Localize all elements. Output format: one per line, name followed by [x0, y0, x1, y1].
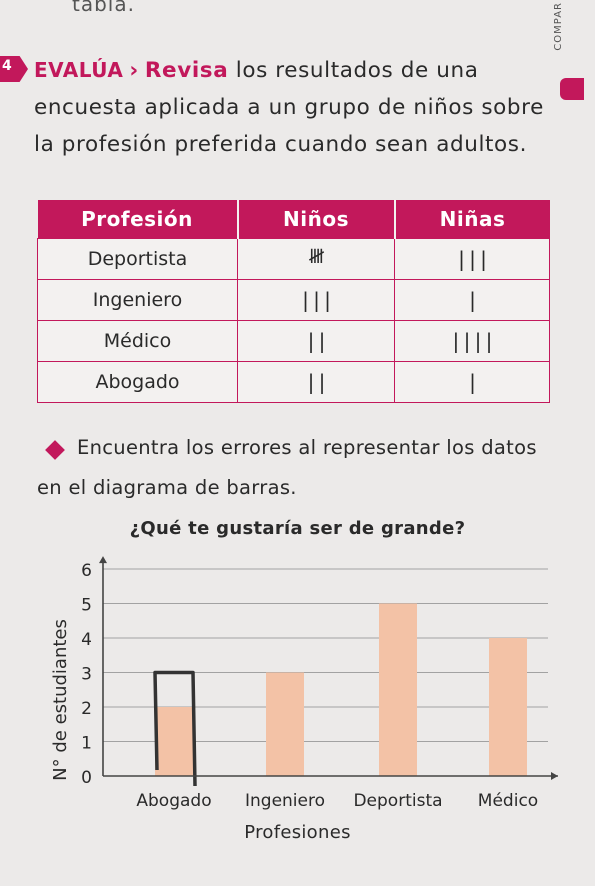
x-category-label: Deportista	[353, 791, 442, 811]
x-axis-arrow-icon	[551, 772, 558, 780]
x-category-label: Ingeniero	[245, 791, 325, 811]
cell-ninas-tally: |||	[394, 238, 550, 280]
evalua-chevron-icon: ›	[129, 58, 139, 83]
instruction-text: Encuentra los errores al representar los…	[37, 436, 537, 499]
y-tick-label: 2	[81, 699, 92, 719]
cell-ninos-tally: ||	[237, 361, 395, 403]
y-tick-label: 1	[81, 734, 92, 754]
side-color-tab	[560, 78, 584, 100]
y-axis-arrow-icon	[99, 556, 107, 564]
x-category-label: Médico	[478, 791, 538, 811]
cell-profesion: Abogado	[37, 361, 238, 403]
bar	[489, 638, 527, 776]
cell-ninas-tally: |	[394, 279, 550, 321]
y-axis-label: N° de estudiantes	[50, 619, 71, 781]
header-ninas: Niñas	[394, 200, 550, 239]
cell-ninos-tally: |||	[237, 279, 395, 321]
bar	[155, 707, 193, 776]
table-row: Ingeniero ||| |	[37, 279, 550, 321]
y-tick-label: 5	[81, 596, 92, 616]
header-ninos: Niños	[237, 200, 396, 239]
y-tick-label: 6	[81, 561, 92, 581]
table-row: Médico || ||||	[37, 320, 550, 362]
intro-paragraph: EVALÚA › Revisa los resultados de una encu…	[34, 52, 554, 163]
handdrawn-bar-outline	[153, 670, 197, 787]
cell-profesion: Ingeniero	[37, 279, 238, 321]
chart-x-axis-label: Profesiones	[244, 822, 351, 843]
cell-ninas-tally: |	[394, 361, 550, 403]
y-tick-label: 4	[81, 630, 92, 650]
table-header-row: Profesión Niños Niñas	[37, 200, 550, 239]
page-top-fragment: tabla.	[72, 0, 135, 16]
cell-ninas-tally: ||||	[394, 320, 550, 362]
intro-text: los resultados de una encuesta aplicada …	[34, 58, 544, 157]
cell-ninos-tally: ||	[237, 320, 395, 362]
intro-lead-word: Revisa	[144, 58, 229, 83]
side-page-number: 4	[2, 58, 12, 74]
cell-profesion: Médico	[37, 320, 238, 362]
chart-title: ¿Qué te gustaría ser de grande?	[129, 518, 466, 539]
cell-ninos-tally: 𝍸	[237, 238, 395, 280]
table-row: Abogado || |	[37, 361, 550, 403]
bar	[266, 672, 304, 776]
bar	[379, 603, 417, 776]
header-profesion: Profesión	[37, 200, 239, 239]
evalua-tag: EVALÚA	[34, 58, 124, 82]
y-tick-label: 0	[81, 768, 92, 788]
x-category-label: Abogado	[136, 791, 211, 811]
tally-table: Profesión Niños Niñas Deportista 𝍸 ||| I…	[37, 200, 550, 403]
y-tick-label: 3	[81, 665, 92, 685]
